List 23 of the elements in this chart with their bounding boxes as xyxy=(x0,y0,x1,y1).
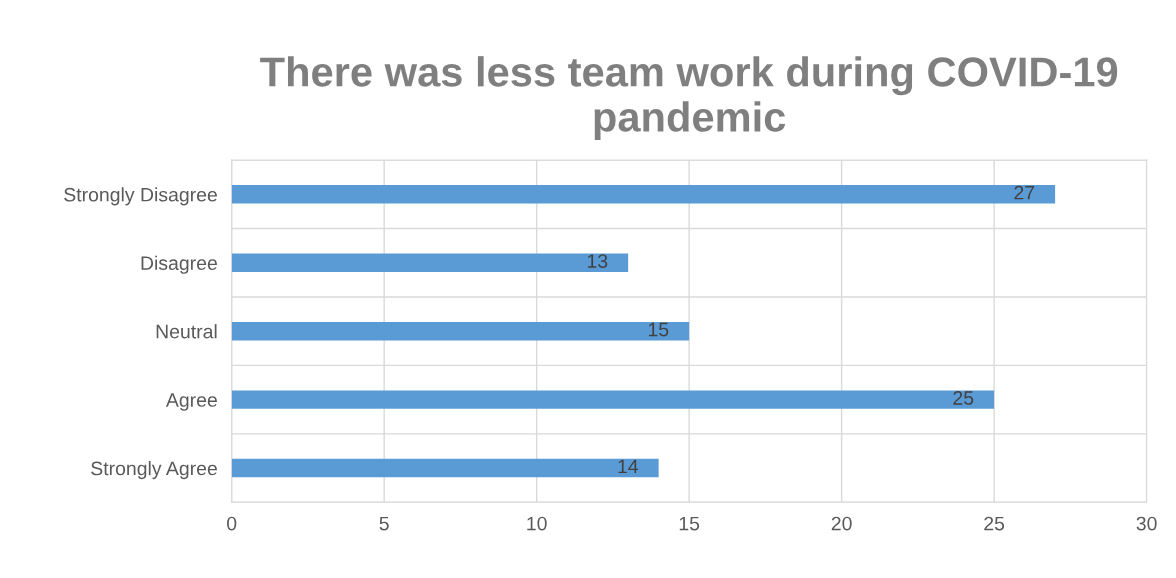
data-label: 14 xyxy=(618,459,639,474)
y-tick-label: Strongly Agree xyxy=(91,461,217,480)
x-tick-label: 0 xyxy=(227,516,237,531)
data-label: 27 xyxy=(1014,185,1035,200)
y-tick-label: Agree xyxy=(165,393,217,411)
x-tick-label: 5 xyxy=(379,516,389,531)
bar xyxy=(231,253,629,272)
data-label: 13 xyxy=(587,254,608,268)
bar xyxy=(231,185,1056,204)
y-tick-label: Neutral xyxy=(156,324,217,339)
x-tick-label: 30 xyxy=(1136,516,1157,531)
x-tick-label: 15 xyxy=(679,516,700,531)
y-tick-label: Disagree xyxy=(141,255,217,274)
data-label: 15 xyxy=(648,322,669,337)
chart-title: There was less team work during COVID-19 pandemic xyxy=(260,56,1118,141)
y-tick-label: Strongly Disagree xyxy=(64,187,217,206)
data-label: 25 xyxy=(953,391,974,405)
x-tick-label: 20 xyxy=(831,516,852,531)
x-tick-label: 10 xyxy=(527,516,547,531)
x-tick-label: 25 xyxy=(984,516,1005,531)
bar xyxy=(231,390,995,409)
bar xyxy=(231,458,659,478)
bar xyxy=(231,321,690,341)
